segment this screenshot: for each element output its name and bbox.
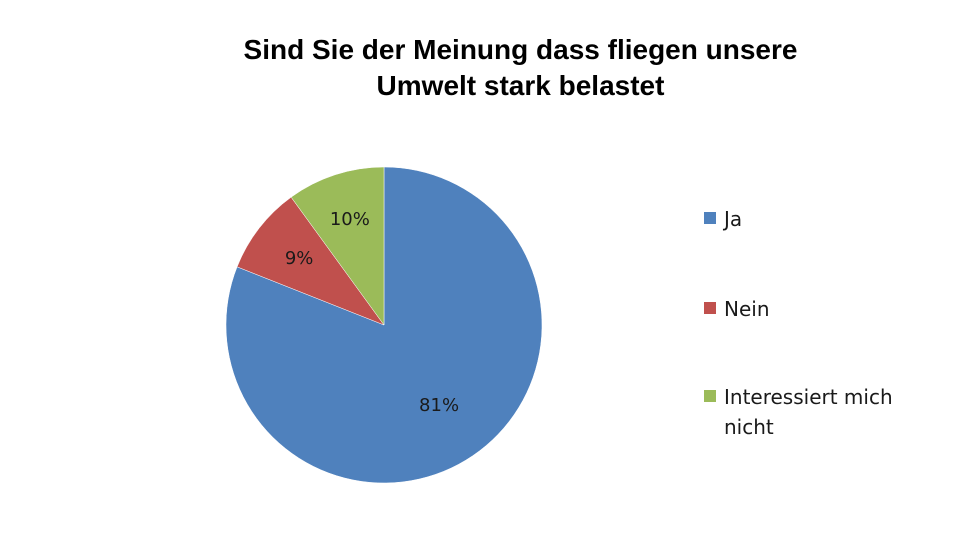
- pie-slice-nein: [236, 196, 385, 326]
- chart-title-line-2: Umwelt stark belastet: [376, 70, 665, 101]
- legend-item-ja: Ja: [704, 204, 934, 234]
- pie-slice-interessiert-mich-nicht: [290, 166, 385, 326]
- legend-swatch-interessiert-mich-nicht: [704, 390, 716, 402]
- data-label-nein: 9%: [285, 248, 314, 269]
- legend-swatch-nein: [704, 302, 716, 314]
- legend-swatch-ja: [704, 212, 716, 224]
- data-label-ja: 81%: [419, 395, 459, 416]
- legend-item-interessiert-mich-nicht: Interessiert mich nicht: [704, 382, 934, 442]
- data-label-interessiert-mich-nicht: 10%: [330, 209, 370, 230]
- chart-title-line-1: Sind Sie der Meinung dass fliegen unsere: [243, 34, 798, 65]
- legend-label-interessiert-mich-nicht: Interessiert mich nicht: [724, 385, 893, 439]
- legend-label-ja: Ja: [724, 207, 743, 231]
- legend-item-nein: Nein: [704, 294, 934, 324]
- legend-label-nein: Nein: [724, 297, 770, 321]
